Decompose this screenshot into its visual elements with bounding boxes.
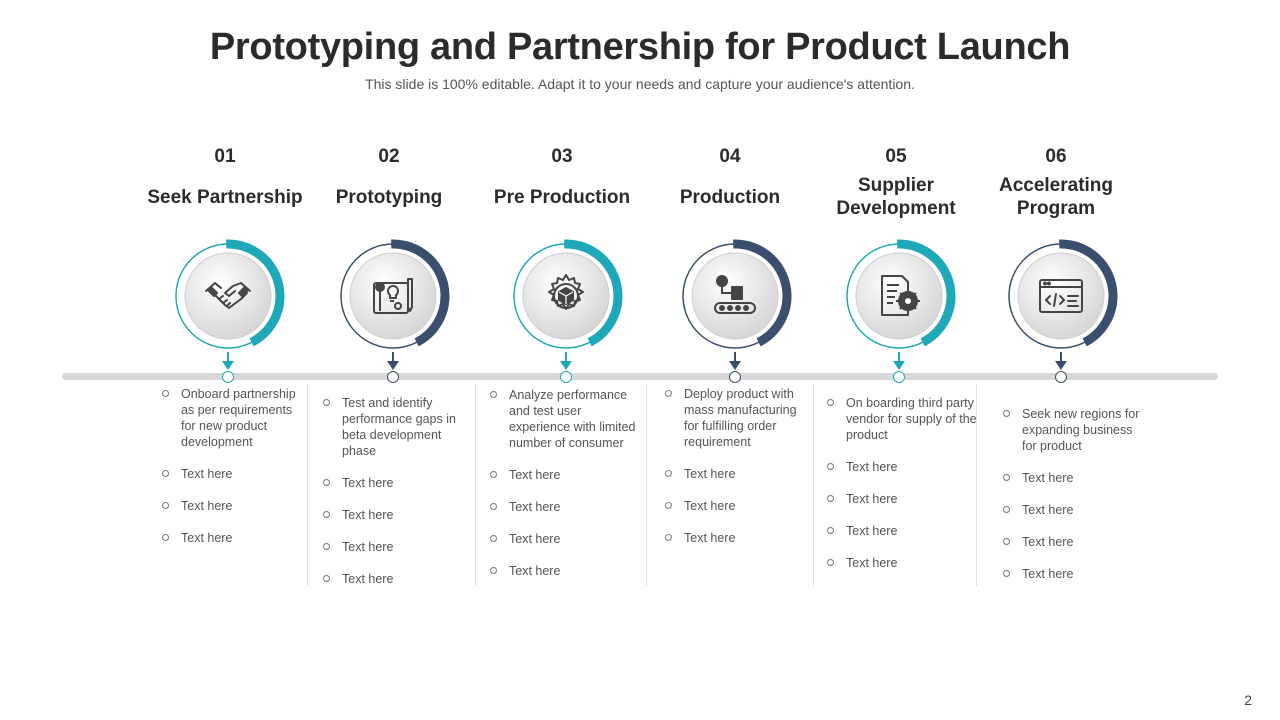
list-item: On boarding third party vendor for suppl… [827, 395, 977, 443]
code-window-icon [1036, 271, 1086, 321]
list-item: Text here [162, 530, 302, 546]
step-bullet-list: Analyze performance and test user experi… [490, 387, 640, 595]
timeline-dot [1055, 371, 1067, 383]
step-bullet-list: On boarding third party vendor for suppl… [827, 395, 977, 587]
list-item: Text here [827, 459, 977, 475]
list-item: Text here [665, 498, 810, 514]
arrow-down-icon [222, 361, 234, 370]
timeline-dot [893, 371, 905, 383]
list-item: Text here [1003, 470, 1143, 486]
step-ring [841, 238, 957, 354]
step-connector [1060, 352, 1062, 366]
column-divider [646, 384, 647, 586]
step-ring [677, 238, 793, 354]
step-label: Prototyping [335, 186, 443, 208]
list-item: Text here [490, 499, 640, 515]
list-item: Text here [162, 498, 302, 514]
step-number: 01 [214, 146, 236, 167]
slide-subtitle: This slide is 100% editable. Adapt it to… [365, 76, 915, 92]
list-item: Text here [827, 523, 977, 539]
timeline-bar [62, 373, 1218, 380]
blueprint-icon [368, 271, 418, 321]
list-item: Text here [1003, 566, 1143, 582]
timeline-dot [387, 371, 399, 383]
step-number: 02 [378, 146, 400, 167]
list-item: Text here [1003, 502, 1143, 518]
arrow-down-icon [729, 361, 741, 370]
list-item: Analyze performance and test user experi… [490, 387, 640, 451]
arrow-down-icon [387, 361, 399, 370]
step-number: 03 [551, 146, 573, 167]
step-label: Production [679, 186, 781, 208]
list-item: Text here [323, 571, 463, 587]
document-gear-icon [874, 271, 924, 321]
column-divider [813, 384, 814, 586]
step-ring [335, 238, 451, 354]
step-connector [227, 352, 229, 366]
list-item: Deploy product with mass manufacturing f… [665, 386, 810, 450]
list-item: Text here [323, 539, 463, 555]
step-bullet-list: Onboard partnership as per requirements … [162, 386, 302, 562]
timeline-dot [729, 371, 741, 383]
list-item: Text here [665, 530, 810, 546]
step-number: 04 [719, 146, 741, 167]
step-label: Supplier Development [836, 175, 956, 219]
slide-title: Prototyping and Partnership for Product … [209, 26, 1071, 68]
step-bullet-list: Test and identify performance gaps in be… [323, 395, 463, 603]
list-item: Seek new regions for expanding business … [1003, 406, 1143, 454]
timeline-dot [222, 371, 234, 383]
list-item: Text here [490, 467, 640, 483]
conveyor-icon [710, 271, 760, 321]
page-number: 2 [1244, 692, 1252, 708]
column-divider [976, 384, 977, 586]
step-number: 06 [1045, 146, 1067, 167]
list-item: Text here [323, 507, 463, 523]
list-item: Test and identify performance gaps in be… [323, 395, 463, 459]
list-item: Text here [323, 475, 463, 491]
timeline-dot [560, 371, 572, 383]
list-item: Text here [827, 555, 977, 571]
step-ring [508, 238, 624, 354]
step-label: Pre Production [493, 186, 631, 208]
handshake-icon [203, 271, 253, 321]
step-ring [170, 238, 286, 354]
list-item: Text here [490, 531, 640, 547]
list-item: Text here [162, 466, 302, 482]
step-connector [898, 352, 900, 366]
step-ring [1003, 238, 1119, 354]
arrow-down-icon [560, 361, 572, 370]
list-item: Onboard partnership as per requirements … [162, 386, 302, 450]
list-item: Text here [665, 466, 810, 482]
step-connector [565, 352, 567, 366]
step-connector [734, 352, 736, 366]
step-number: 05 [885, 146, 907, 167]
step-connector [392, 352, 394, 366]
column-divider [307, 384, 308, 586]
gear-cube-icon [541, 271, 591, 321]
list-item: Text here [827, 491, 977, 507]
step-label: Accelerating Program [998, 175, 1114, 219]
step-label: Seek Partnership [147, 186, 303, 208]
step-bullet-list: Seek new regions for expanding business … [1003, 406, 1143, 598]
list-item: Text here [1003, 534, 1143, 550]
step-bullet-list: Deploy product with mass manufacturing f… [665, 386, 810, 562]
column-divider [475, 384, 476, 586]
arrow-down-icon [1055, 361, 1067, 370]
arrow-down-icon [893, 361, 905, 370]
list-item: Text here [490, 563, 640, 579]
